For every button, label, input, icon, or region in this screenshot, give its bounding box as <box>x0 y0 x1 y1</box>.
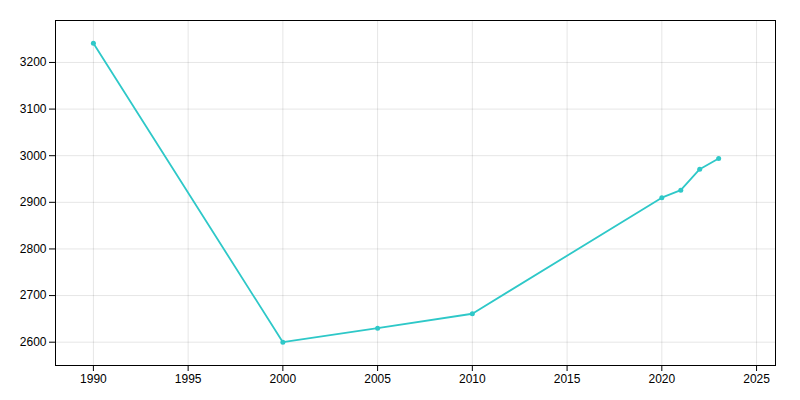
svg-text:2020: 2020 <box>648 372 675 386</box>
svg-text:2700: 2700 <box>20 288 47 302</box>
svg-text:3000: 3000 <box>20 149 47 163</box>
svg-text:2025: 2025 <box>743 372 770 386</box>
svg-text:2005: 2005 <box>364 372 391 386</box>
svg-text:2015: 2015 <box>554 372 581 386</box>
svg-text:3100: 3100 <box>20 102 47 116</box>
svg-text:2900: 2900 <box>20 195 47 209</box>
svg-text:2010: 2010 <box>459 372 486 386</box>
svg-text:3200: 3200 <box>20 55 47 69</box>
svg-text:1995: 1995 <box>175 372 202 386</box>
svg-text:2600: 2600 <box>20 335 47 349</box>
svg-text:1990: 1990 <box>80 372 107 386</box>
svg-text:2000: 2000 <box>270 372 297 386</box>
svg-text:2800: 2800 <box>20 242 47 256</box>
